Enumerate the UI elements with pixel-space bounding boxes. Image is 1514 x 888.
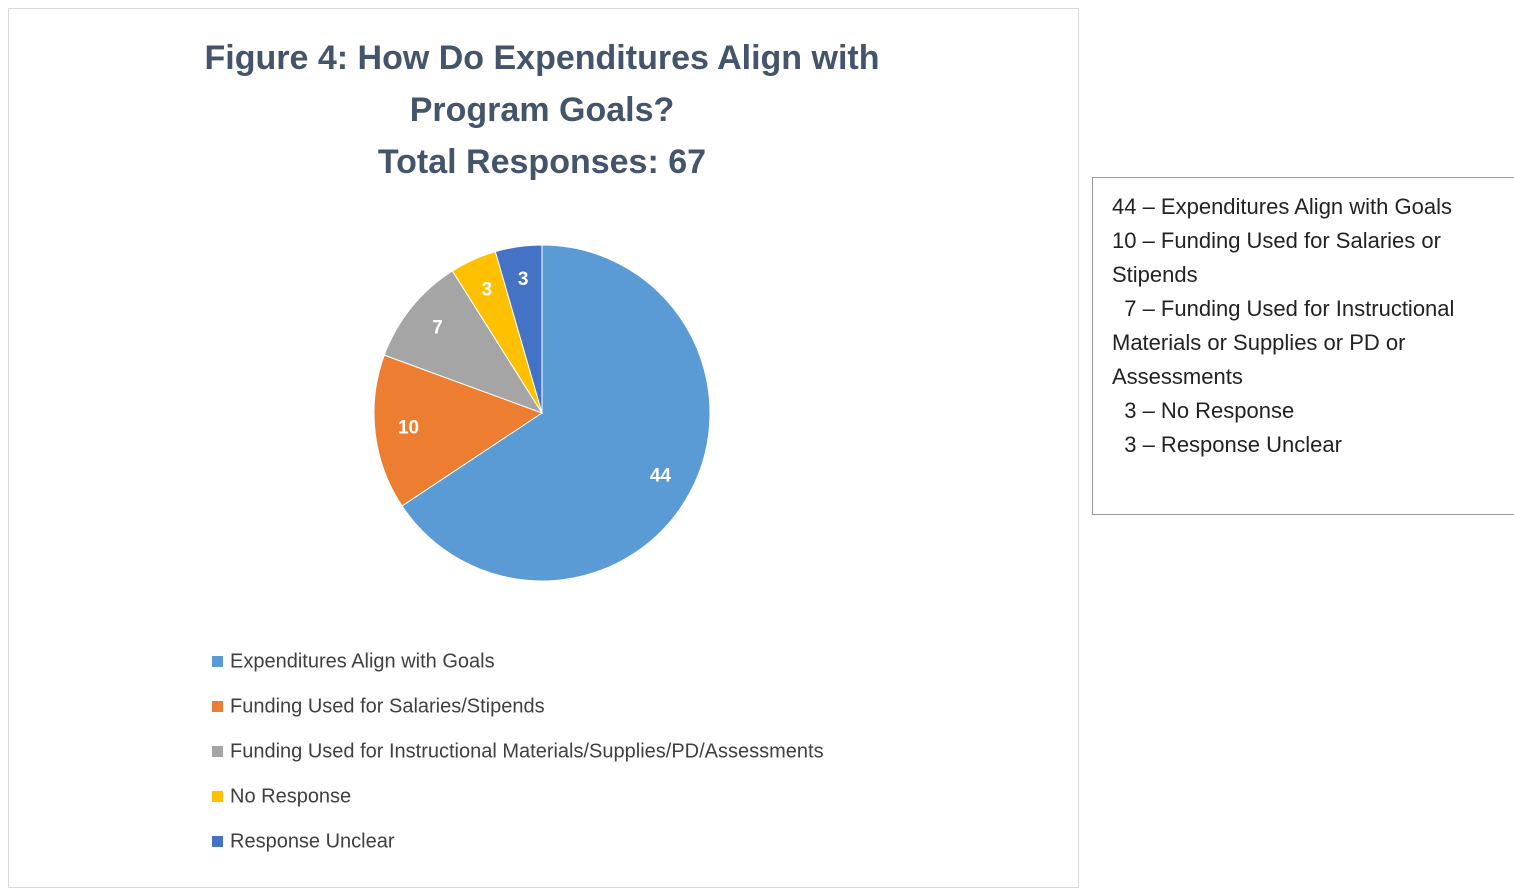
legend-swatch bbox=[212, 836, 223, 847]
annotation-line: 44 – Expenditures Align with Goals bbox=[1112, 194, 1452, 219]
data-label: 44 bbox=[650, 466, 672, 487]
legend-label: No Response bbox=[230, 785, 351, 807]
legend-swatch bbox=[212, 656, 223, 667]
annotation-box: 44 – Expenditures Align with Goals 10 – F… bbox=[1092, 177, 1514, 515]
legend-label: Expenditures Align with Goals bbox=[230, 650, 495, 672]
annotation-line: 10 – Funding Used for Salaries or Stipen… bbox=[1112, 228, 1448, 287]
data-label: 10 bbox=[398, 418, 419, 439]
chart-title-block: Figure 4: How Do Expenditures Align with… bbox=[142, 32, 942, 188]
pie-slice bbox=[494, 244, 543, 414]
chart-title: Figure 4: How Do Expenditures Align with… bbox=[204, 39, 880, 129]
data-label: 7 bbox=[432, 318, 443, 339]
chart-subtitle: Total Responses: 67 bbox=[377, 143, 707, 181]
annotation-line: 7 – Funding Used for Instructional Mater… bbox=[1112, 296, 1461, 389]
legend-label: Funding Used for Salaries/Stipends bbox=[230, 695, 545, 717]
annotation-line: 3 – Response Unclear bbox=[1112, 432, 1342, 457]
chart: 44 10 7 3 3 Expenditures Align with Goals Fund… bbox=[212, 244, 824, 852]
annotation-line: 3 – No Response bbox=[1112, 398, 1295, 423]
legend-label: Funding Used for Instructional Materials… bbox=[230, 740, 824, 762]
legend-swatch bbox=[212, 791, 223, 802]
pie-slice bbox=[373, 354, 544, 507]
pie-slice bbox=[383, 270, 544, 414]
legend-swatch bbox=[212, 746, 223, 757]
data-label: 3 bbox=[482, 279, 493, 300]
legend-label: Response Unclear bbox=[230, 830, 395, 852]
data-label: 3 bbox=[518, 269, 529, 290]
pie-slice bbox=[401, 244, 711, 582]
legend-swatch bbox=[212, 701, 223, 712]
